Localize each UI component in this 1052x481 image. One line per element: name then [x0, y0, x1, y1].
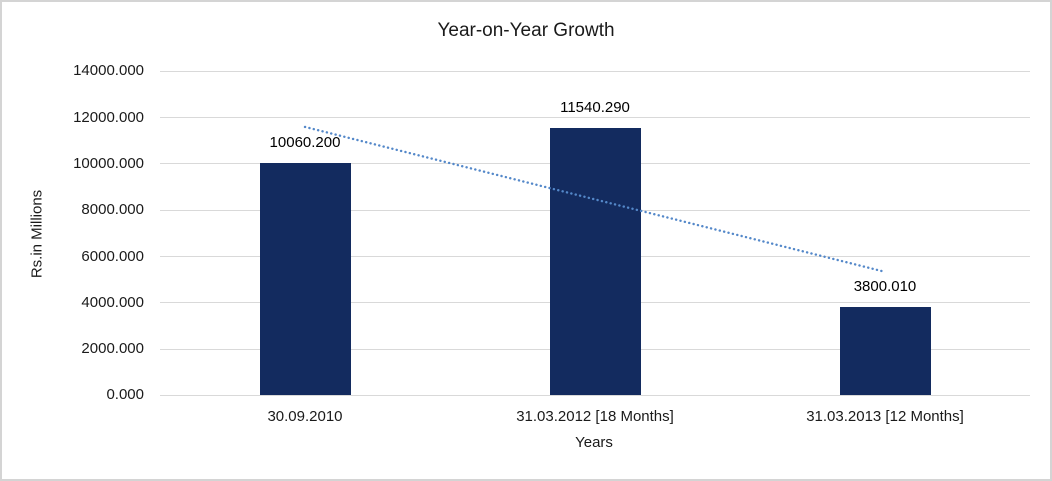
- gridline: [160, 70, 1030, 72]
- data-label: 10060.200: [269, 133, 341, 151]
- chart-title: Year-on-Year Growth: [437, 20, 615, 41]
- bar: [259, 162, 351, 396]
- y-axis-tick-label: 14000.000: [73, 62, 144, 80]
- y-axis-tick-label: 10000.000: [73, 154, 144, 172]
- data-label: 3800.010: [853, 278, 917, 296]
- y-axis-tick-label: 2000.000: [81, 340, 144, 358]
- y-axis-tick-label: 12000.000: [73, 108, 144, 126]
- x-axis-category-label: 31.03.2013 [12 Months]: [806, 408, 964, 425]
- x-axis-category-label: 30.09.2010: [267, 408, 343, 425]
- gridline: [160, 117, 1030, 119]
- y-axis-tick-label: 4000.000: [81, 293, 144, 311]
- y-axis-title: Rs.in Millions: [28, 189, 46, 279]
- data-label: 11540.290: [560, 99, 630, 117]
- x-axis-title: Years: [575, 434, 613, 451]
- gridline: [160, 394, 1030, 396]
- bar: [839, 307, 931, 396]
- bar: [549, 128, 641, 396]
- y-axis-tick-label: 6000.000: [81, 247, 144, 265]
- y-axis-tick-label: 8000.000: [81, 201, 144, 219]
- y-axis-tick-label: 0.000: [106, 386, 144, 404]
- x-axis-category-label: 31.03.2012 [18 Months]: [516, 408, 674, 425]
